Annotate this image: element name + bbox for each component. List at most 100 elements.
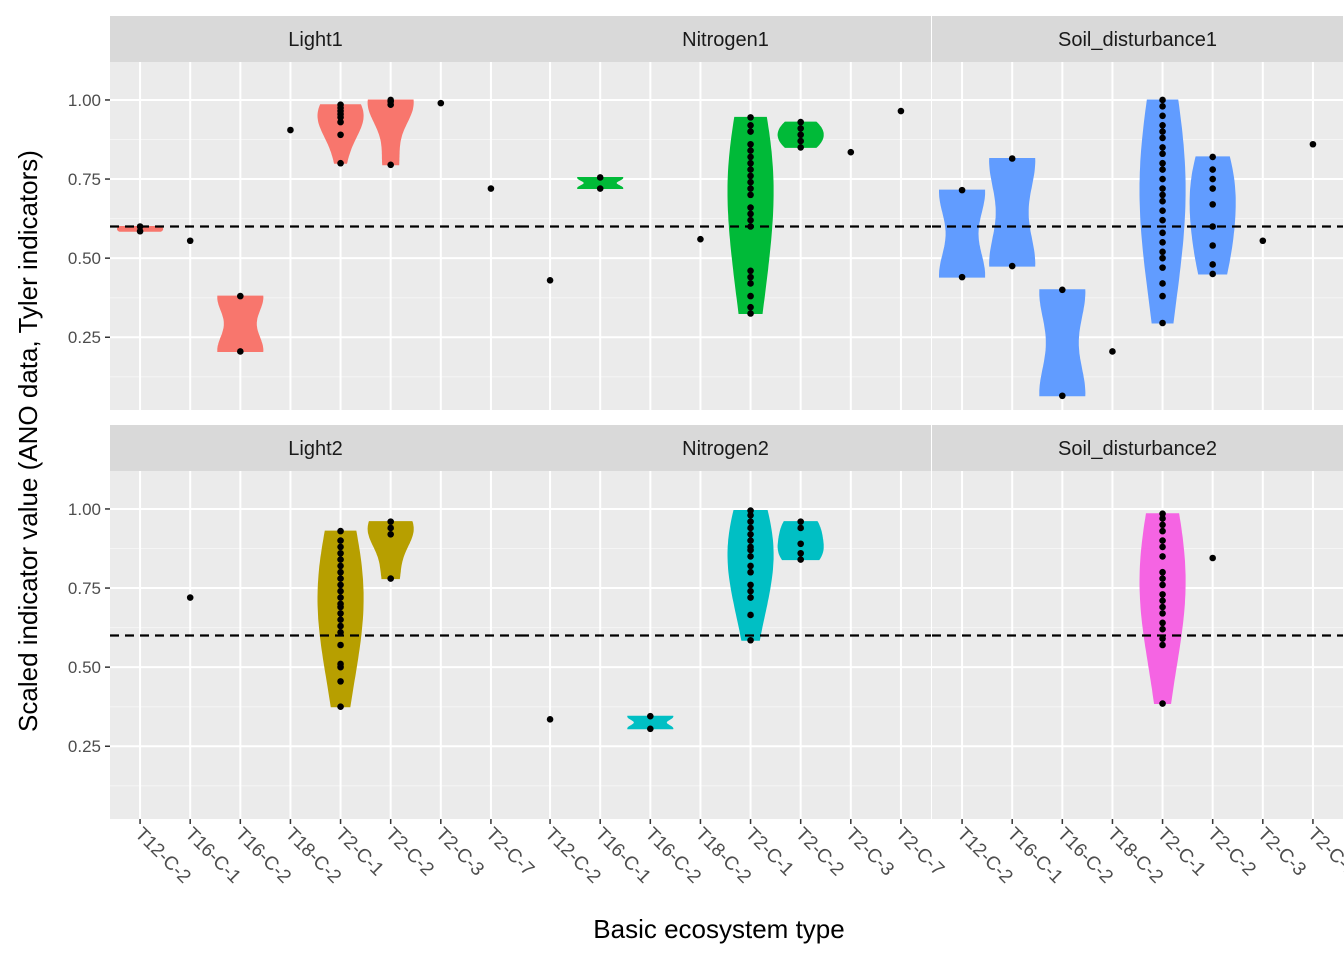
data-point-T16-C-1 — [186, 237, 194, 245]
data-point-T2-C-1 — [1159, 264, 1166, 271]
data-point-T2-C-1 — [1159, 150, 1166, 158]
y-tick-label: 1.00 — [68, 91, 101, 110]
data-point-T2-C-1 — [1159, 527, 1166, 535]
data-point-T2-C-1 — [747, 210, 754, 218]
data-point-T2-C-1 — [747, 114, 754, 121]
data-point-T2-C-1 — [1159, 229, 1166, 237]
data-point-T2-C-1 — [747, 191, 754, 199]
x-tick-label: T2-C-3 — [431, 824, 488, 881]
data-point-T2-C-1 — [1159, 700, 1166, 707]
data-point-T12-C-2 — [136, 227, 144, 235]
data-point-T2-C-1 — [1159, 575, 1166, 582]
x-tick-label: T2-C-7 — [481, 824, 538, 881]
data-point-T18-C-2 — [1109, 348, 1116, 355]
data-point-T16-C-2 — [237, 348, 244, 355]
data-point-T2-C-2 — [1209, 166, 1216, 173]
data-point-T2-C-1 — [747, 587, 754, 595]
x-tick-label: T2-C-2 — [791, 824, 848, 881]
data-point-T16-C-2 — [647, 712, 654, 720]
data-point-T2-C-1 — [1159, 134, 1166, 142]
data-point-T2-C-1 — [337, 568, 344, 576]
data-point-T2-C-2 — [1209, 261, 1216, 268]
data-point-T2-C-2 — [387, 524, 394, 532]
data-point-T2-C-2 — [387, 96, 394, 104]
data-point-T2-C-3 — [847, 148, 855, 156]
data-point-T2-C-1 — [337, 594, 344, 601]
data-point-T2-C-1 — [747, 524, 754, 532]
data-point-T2-C-1 — [747, 511, 754, 519]
data-point-T2-C-1 — [747, 292, 754, 300]
data-point-T2-C-7 — [1309, 140, 1317, 148]
data-point-T2-C-1 — [1159, 543, 1166, 551]
data-point-T2-C-1 — [1159, 185, 1166, 192]
facet-panel-Soil_disturbance1: Soil_disturbance1 — [932, 16, 1343, 410]
data-point-T2-C-1 — [1159, 207, 1166, 214]
x-tick-label: T2-C-3 — [841, 824, 898, 881]
facet-strip — [932, 16, 1343, 62]
data-point-T2-C-2 — [797, 540, 804, 548]
data-point-T2-C-1 — [747, 147, 754, 154]
data-point-T12-C-2 — [546, 716, 554, 723]
facet-panel-Nitrogen1: Nitrogen1 — [520, 16, 931, 410]
data-point-T2-C-2 — [387, 530, 394, 538]
panel-background — [520, 471, 931, 819]
data-point-T2-C-3 — [1259, 237, 1267, 245]
data-point-T2-C-1 — [1159, 292, 1166, 300]
data-point-T2-C-1 — [747, 507, 754, 514]
data-point-T2-C-1 — [1159, 603, 1166, 611]
data-point-T2-C-1 — [1159, 319, 1166, 327]
violin-T2-C-2 — [1189, 156, 1236, 275]
x-tick-label: T2-C-7 — [891, 824, 948, 881]
data-point-T2-C-1 — [1159, 216, 1166, 224]
data-point-T2-C-1 — [337, 587, 344, 595]
data-point-T2-C-1 — [1159, 239, 1166, 246]
data-point-T16-C-1 — [1008, 262, 1016, 270]
data-point-T2-C-2 — [1209, 554, 1216, 562]
data-point-T2-C-1 — [747, 310, 754, 317]
facet-strip — [110, 16, 521, 62]
data-point-T2-C-1 — [747, 153, 754, 161]
facet-strip-label: Nitrogen1 — [682, 29, 769, 51]
data-point-T2-C-2 — [1209, 242, 1216, 249]
data-point-T2-C-1 — [337, 629, 344, 636]
facet-strip — [520, 16, 931, 62]
data-point-T2-C-1 — [1159, 510, 1166, 518]
data-point-T2-C-1 — [1159, 96, 1166, 104]
data-point-T2-C-2 — [1209, 175, 1216, 183]
data-point-T2-C-1 — [1159, 537, 1166, 544]
data-point-T2-C-1 — [747, 553, 754, 560]
data-point-T2-C-2 — [797, 518, 804, 525]
x-tick-label: T2-C-3 — [1253, 824, 1310, 881]
data-point-T2-C-1 — [747, 185, 754, 192]
data-point-T2-C-1 — [747, 303, 754, 311]
data-point-T2-C-1 — [747, 562, 754, 570]
data-point-T2-C-2 — [1209, 270, 1216, 278]
violin-T2-C-2 — [367, 521, 414, 580]
y-tick-label: 0.25 — [68, 328, 101, 347]
data-point-T16-C-1 — [1008, 155, 1016, 162]
data-point-T2-C-1 — [1159, 641, 1166, 649]
data-point-T16-C-2 — [237, 292, 244, 300]
data-point-T2-C-1 — [747, 140, 754, 148]
data-point-T2-C-7 — [487, 185, 495, 192]
panel-background — [110, 62, 521, 410]
violin-T12-C-2 — [939, 189, 986, 278]
data-point-T18-C-2 — [287, 126, 294, 134]
y-tick-label: 0.75 — [68, 579, 101, 598]
data-point-T2-C-2 — [797, 524, 804, 532]
data-point-T2-C-1 — [1159, 159, 1166, 167]
data-point-T2-C-1 — [747, 273, 754, 281]
violin-T16-C-1 — [577, 177, 624, 189]
data-point-T2-C-1 — [337, 543, 344, 551]
data-point-T2-C-1 — [1159, 128, 1166, 135]
data-point-T2-C-1 — [1159, 581, 1166, 589]
data-point-T2-C-1 — [1159, 591, 1166, 598]
data-point-T2-C-1 — [1159, 191, 1166, 199]
facet-strip-label: Light1 — [288, 29, 343, 51]
y-tick-label: 0.50 — [68, 249, 101, 268]
data-point-T2-C-2 — [797, 137, 804, 145]
data-point-T12-C-2 — [136, 223, 144, 230]
panel-background — [110, 471, 521, 819]
data-point-T2-C-1 — [747, 636, 754, 644]
data-point-T12-C-2 — [958, 186, 966, 194]
